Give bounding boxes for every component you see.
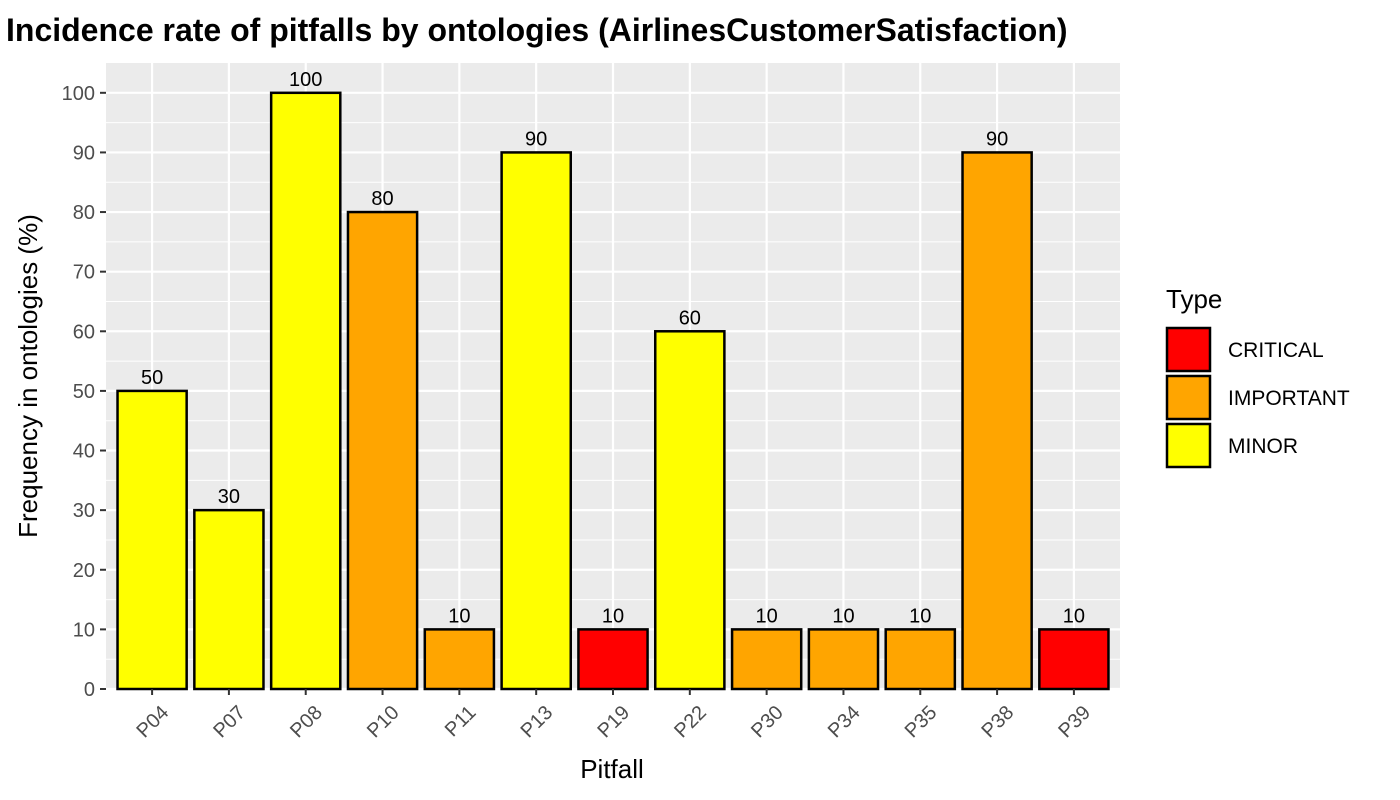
- legend-title: Type: [1166, 284, 1222, 314]
- data-label: 10: [909, 605, 931, 627]
- y-tick-label: 10: [73, 619, 95, 641]
- bar-p34: [807, 628, 880, 691]
- y-tick-label: 60: [73, 321, 95, 343]
- chart-title: Incidence rate of pitfalls by ontologies…: [6, 12, 1068, 48]
- data-label: 90: [986, 128, 1008, 150]
- y-tick-label: 20: [73, 560, 95, 582]
- y-tick-label: 0: [84, 679, 95, 701]
- data-label: 80: [371, 188, 393, 210]
- bar-p39: [1038, 628, 1110, 691]
- legend-label: CRITICAL: [1228, 339, 1324, 362]
- x-tick-label: P35: [901, 702, 942, 743]
- bar-p08: [269, 91, 342, 691]
- bar-p19: [577, 628, 649, 691]
- x-tick-label: P11: [441, 702, 481, 742]
- bar-p13: [500, 151, 573, 691]
- bar-p38: [961, 151, 1033, 691]
- x-axis-title: Pitfall: [580, 754, 644, 784]
- x-tick-label: P13: [517, 702, 558, 743]
- x-tick-label: P04: [133, 702, 174, 743]
- data-label: 30: [218, 486, 240, 508]
- bar-p07: [193, 508, 265, 691]
- bar-p11: [423, 628, 496, 691]
- bar-p22: [654, 330, 726, 691]
- x-axis: P04 P07 P08 P10 P11 P13 P19 P22 P30 P34 P35 P38 P39: [133, 689, 1095, 743]
- bar-p04: [116, 389, 188, 691]
- x-tick-label: P07: [209, 702, 250, 743]
- y-tick-label: 80: [73, 202, 95, 224]
- x-tick-label: P19: [593, 702, 634, 743]
- y-axis-title: Frequency in ontologies (%): [13, 214, 43, 538]
- x-tick-label: P10: [363, 702, 404, 743]
- bar-p35: [884, 628, 957, 691]
- legend-key-minor: [1165, 422, 1212, 469]
- x-tick-label: P38: [978, 702, 1019, 743]
- bar-p10: [346, 210, 419, 691]
- x-tick-label: P34: [824, 702, 865, 743]
- y-axis: 0 10 20 30 40 50 60 70 80 90 100: [62, 83, 106, 701]
- legend-key-critical: [1165, 326, 1212, 373]
- y-tick-label: 70: [73, 262, 95, 284]
- bar-p30: [730, 628, 803, 691]
- data-label: 90: [525, 128, 547, 150]
- legend-label: IMPORTANT: [1228, 387, 1350, 410]
- legend-label: MINOR: [1228, 435, 1298, 458]
- data-label: 100: [289, 69, 322, 91]
- data-label: 10: [832, 605, 854, 627]
- legend: Type CRITICAL IMPORTANT MINOR: [1165, 284, 1350, 469]
- y-tick-label: 100: [62, 83, 95, 105]
- x-tick-label: P39: [1054, 702, 1095, 743]
- legend-key-important: [1165, 374, 1212, 421]
- data-label: 60: [679, 307, 701, 329]
- data-label: 10: [602, 605, 624, 627]
- bars: [116, 91, 1110, 691]
- data-label: 10: [756, 605, 778, 627]
- x-tick-label: P30: [747, 702, 788, 743]
- data-label: 10: [1063, 605, 1085, 627]
- data-labels: 50 30 100 80 10 90 10 60 10 10 10 90 10: [141, 69, 1085, 628]
- y-tick-label: 50: [73, 381, 95, 403]
- y-tick-label: 40: [73, 441, 95, 463]
- y-tick-label: 90: [73, 142, 95, 164]
- data-label: 10: [448, 605, 470, 627]
- x-tick-label: P08: [286, 702, 327, 743]
- data-label: 50: [141, 367, 163, 389]
- y-tick-label: 30: [73, 500, 95, 522]
- x-tick-label: P22: [670, 702, 711, 743]
